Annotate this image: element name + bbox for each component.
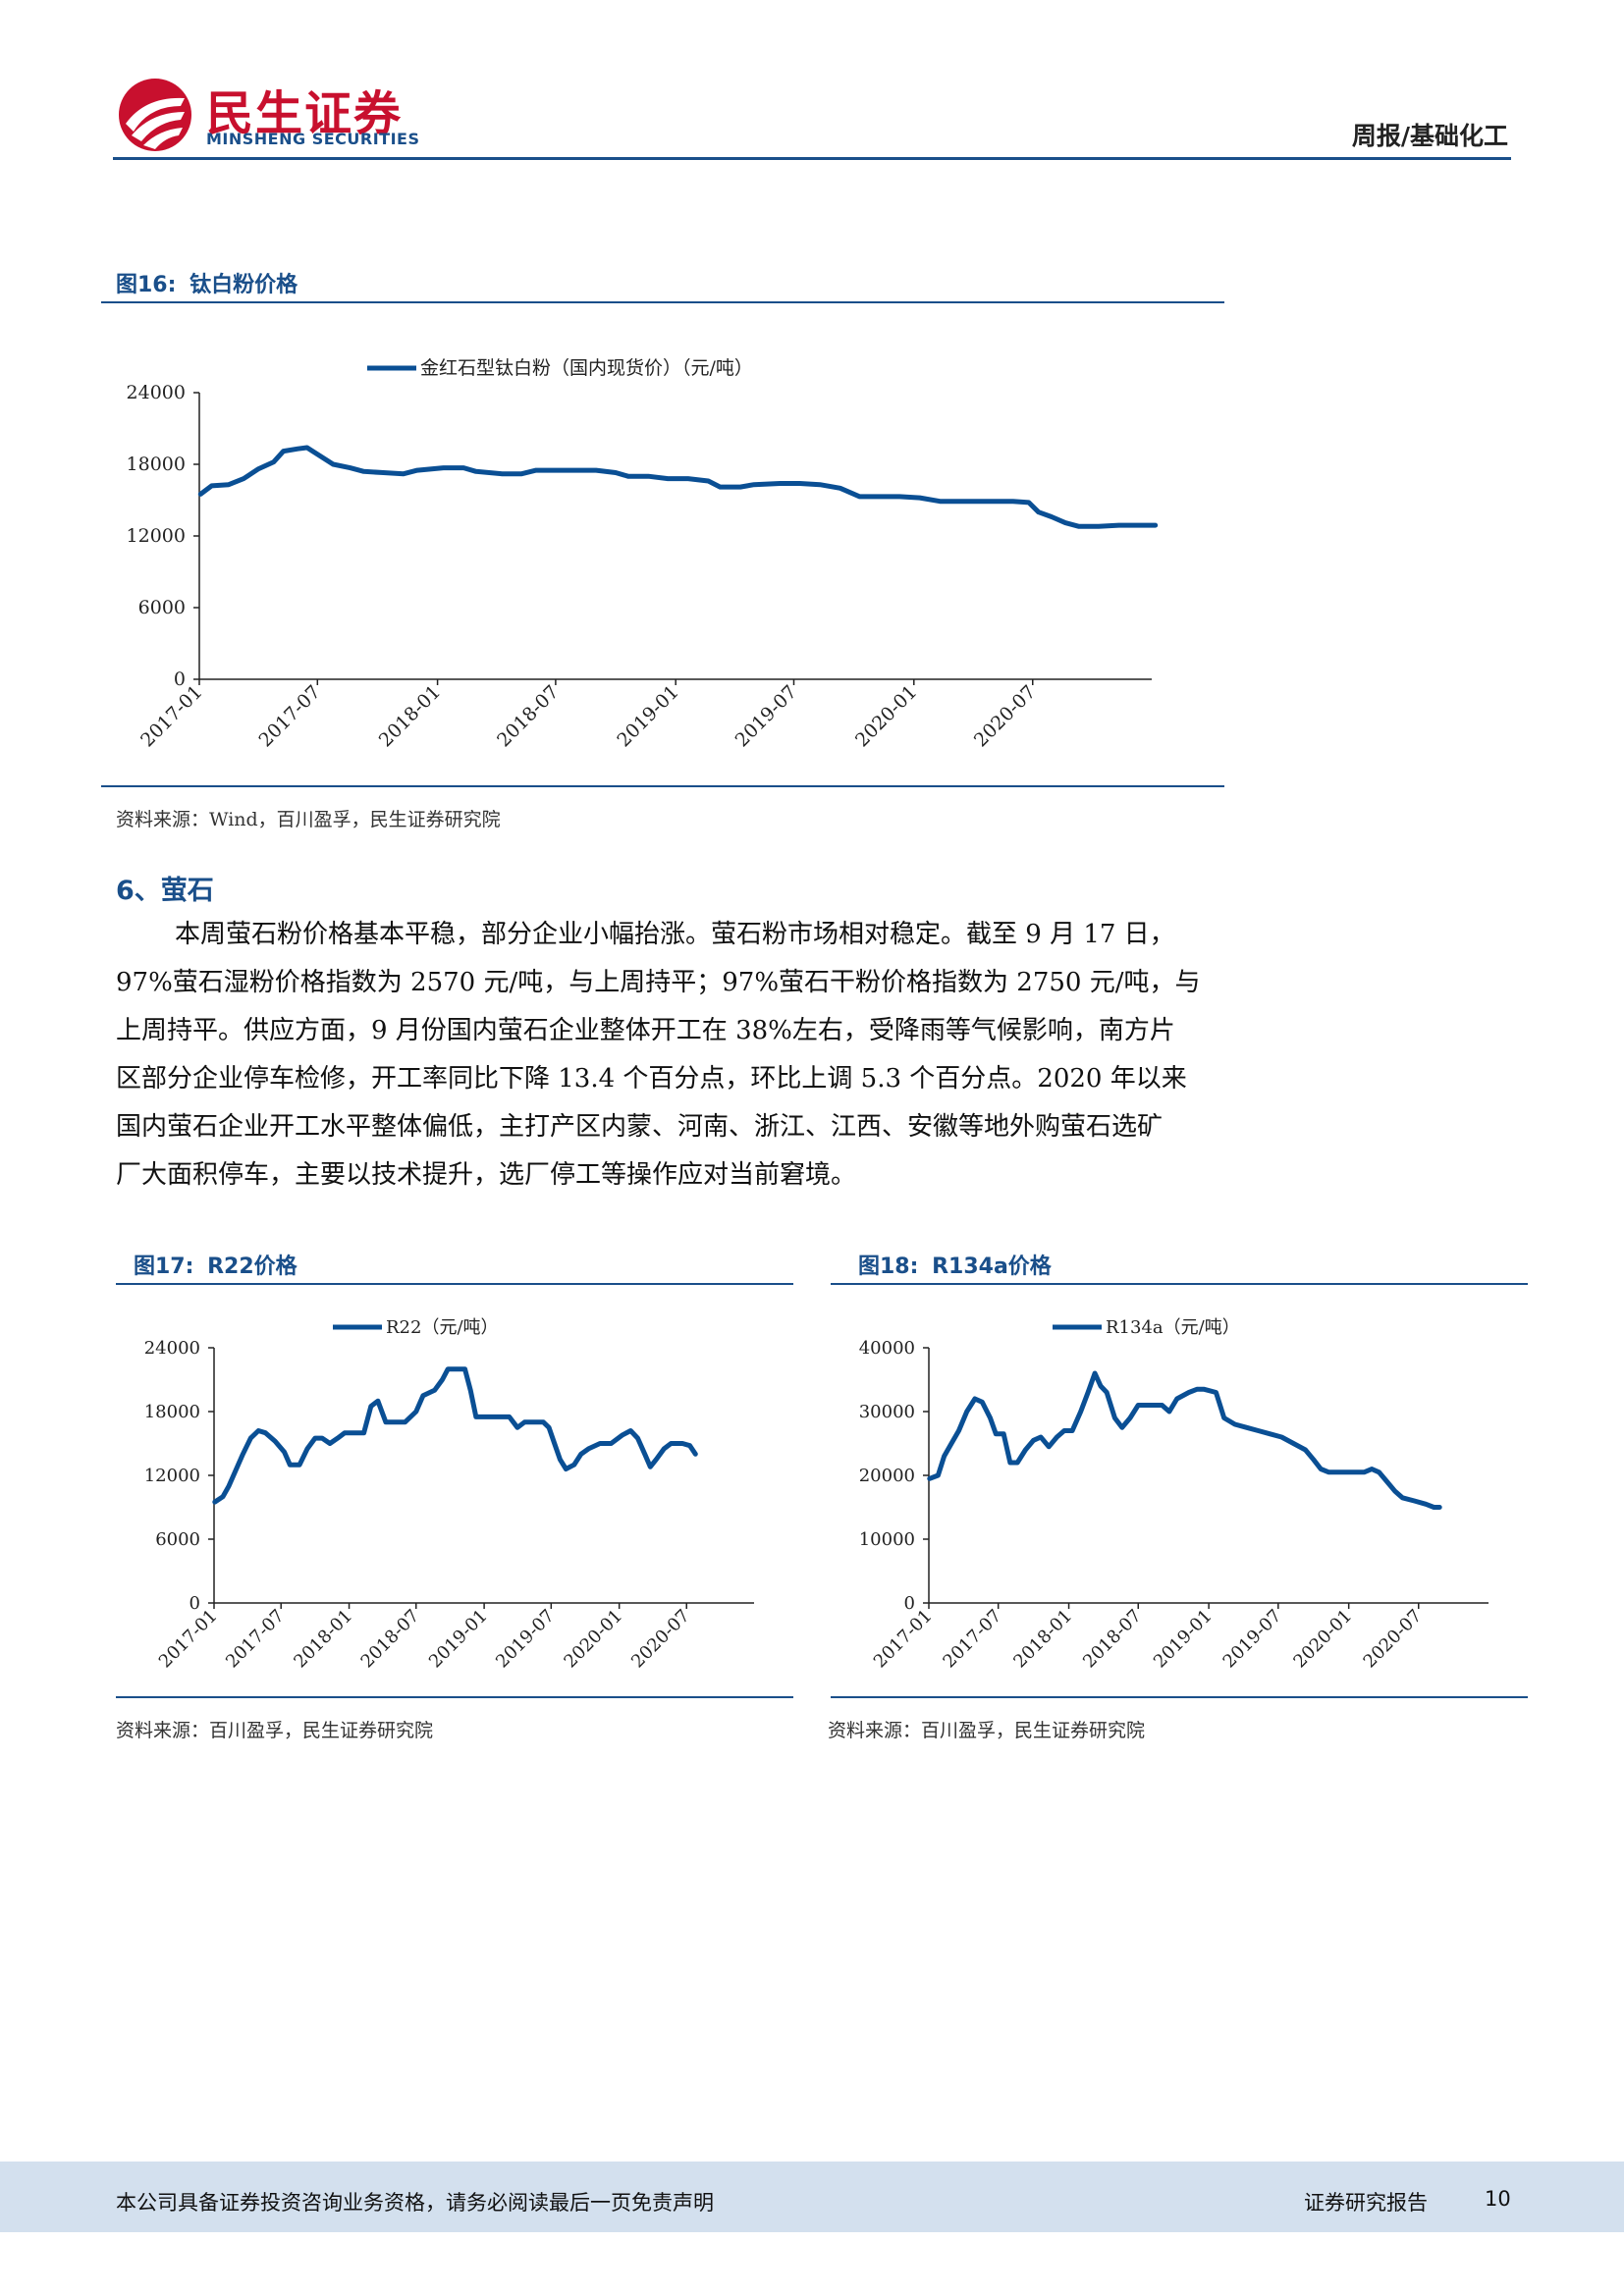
paragraph-line: 区部分企业停车检修，开工率同比下降 13.4 个百分点，环比上调 5.3 个百分…: [116, 1064, 1187, 1094]
y-tick-label: 0: [189, 1593, 200, 1614]
figure-16-top-rule: [101, 301, 1224, 303]
x-tick-label: 2017-01: [155, 1606, 222, 1673]
figure-18-top-rule: [831, 1283, 1528, 1285]
figure-17-name: R22价格: [207, 1255, 298, 1279]
paragraph-line: 97%萤石湿粉价格指数为 2570 元/吨，与上周持平；97%萤石干粉价格指数为…: [116, 968, 1201, 997]
figure-16-name: 钛白粉价格: [189, 273, 298, 297]
y-tick-label: 20000: [859, 1466, 915, 1486]
x-tick-label: 2018-01: [1009, 1606, 1076, 1673]
figure-17-title: 图17: R22价格: [134, 1249, 298, 1280]
header-divider: [113, 157, 1511, 160]
y-tick-label: 30000: [859, 1402, 915, 1422]
x-tick-label: 2018-01: [290, 1606, 356, 1673]
x-tick-label: 2018-07: [357, 1606, 424, 1673]
y-tick-label: 18000: [144, 1402, 200, 1422]
x-tick-label: 2017-07: [939, 1606, 1005, 1673]
x-tick-label: 2019-07: [1219, 1606, 1286, 1673]
y-tick-label: 0: [904, 1593, 915, 1614]
page-number: 10: [1485, 2187, 1511, 2211]
x-tick-label: 2020-01: [1289, 1606, 1356, 1673]
y-tick-label: 18000: [127, 454, 186, 475]
x-tick-label: 2017-01: [136, 681, 206, 751]
figure-16-source: 资料来源：Wind，百川盈孚，民生证券研究院: [116, 809, 501, 830]
x-tick-label: 2019-07: [731, 681, 801, 751]
y-tick-label: 0: [174, 668, 186, 690]
x-tick-label: 2018-07: [493, 681, 563, 751]
x-tick-label: 2017-07: [254, 681, 324, 751]
x-tick-label: 2018-07: [1079, 1606, 1146, 1673]
y-tick-label: 24000: [144, 1338, 200, 1359]
figure-16-title: 图16: 钛白粉价格: [116, 267, 298, 298]
section-heading: 6、萤石: [116, 876, 214, 906]
x-tick-label: 2020-01: [560, 1606, 626, 1673]
y-tick-label: 10000: [859, 1529, 915, 1550]
legend-label: R22（元/吨）: [386, 1317, 499, 1338]
x-tick-label: 2019-07: [492, 1606, 559, 1673]
logo-mark: [116, 77, 194, 153]
footer-disclaimer: 本公司具备证券投资咨询业务资格，请务必阅读最后一页免责声明: [116, 2191, 714, 2215]
y-tick-label: 24000: [127, 382, 186, 403]
figure-17-chart: 0 6000 12000 18000 24000 2017-01 2017-07 2018-0…: [116, 1306, 793, 1702]
series-line: [197, 445, 1159, 529]
paragraph-line: 国内萤石企业开工水平整体偏低，主打产区内蒙、河南、浙江、江西、安徽等地外购萤石选…: [116, 1112, 1164, 1142]
figure-18-label: 图18:: [858, 1255, 919, 1279]
footer-band: [0, 2162, 1624, 2232]
y-tick-label: 12000: [127, 525, 186, 547]
paragraph-line: 厂大面积停车，主要以技术提升，选厂停工等操作应对当前窘境。: [116, 1160, 857, 1190]
x-tick-label: 2019-01: [613, 681, 682, 751]
x-tick-label: 2020-07: [1360, 1606, 1427, 1673]
x-tick-label: 2020-07: [627, 1606, 694, 1673]
legend-label: 金红石型钛白粉（国内现货价）（元/吨）: [420, 357, 753, 379]
figure-16-label: 图16:: [116, 273, 177, 297]
y-tick-label: 40000: [859, 1338, 915, 1359]
x-tick-label: 2017-07: [222, 1606, 289, 1673]
figure-18-chart: 0 10000 20000 30000 40000 2017-01 2017-07 2018-…: [831, 1306, 1528, 1702]
figure-18-name: R134a价格: [932, 1255, 1052, 1279]
paragraph-line: 本周萤石粉价格基本平稳，部分企业小幅抬涨。萤石粉市场相对稳定。截至 9 月 17…: [175, 920, 1175, 949]
figure-17-label: 图17:: [134, 1255, 194, 1279]
y-tick-label: 12000: [144, 1466, 200, 1486]
footer-report-type: 证券研究报告: [1304, 2191, 1428, 2215]
figure-18-bottom-rule: [831, 1696, 1528, 1698]
figure-16-bottom-rule: [101, 785, 1224, 787]
figure-17-bottom-rule: [116, 1696, 793, 1698]
series-line: [927, 1370, 1442, 1510]
logo-text-cn: 民生证券: [206, 86, 404, 141]
report-category: 周报/基础化工: [1351, 122, 1508, 150]
figure-16-chart: 0 6000 12000 18000 24000 2017-01 2017-07 2018-0…: [101, 334, 1224, 779]
logo-text-en: MINSHENG SECURITIES: [206, 130, 420, 148]
x-tick-label: 2019-01: [425, 1606, 492, 1673]
series-line: [212, 1366, 698, 1505]
minsheng-logo-icon: [119, 79, 191, 151]
x-tick-label: 2020-07: [970, 681, 1040, 751]
figure-18-source: 资料来源：百川盈孚，民生证券研究院: [828, 1720, 1146, 1741]
x-tick-label: 2020-01: [851, 681, 921, 751]
legend-label: R134a（元/吨）: [1106, 1317, 1240, 1338]
figure-17-source: 资料来源：百川盈孚，民生证券研究院: [116, 1720, 434, 1741]
x-tick-label: 2018-01: [375, 681, 445, 751]
figure-17-top-rule: [116, 1283, 793, 1285]
titanium-dioxide-price-chart: 0 6000 12000 18000 24000 2017-01 2017-07 2018-0…: [127, 357, 1159, 751]
figure-18-title: 图18: R134a价格: [858, 1249, 1052, 1280]
section-paragraph: 本周萤石粉价格基本平稳，部分企业小幅抬涨。萤石粉市场相对稳定。截至 9 月 17…: [116, 911, 1235, 1200]
y-tick-label: 6000: [138, 597, 186, 618]
paragraph-line: 上周持平。供应方面，9 月份国内萤石企业整体开工在 38%左右，受降雨等气候影响…: [116, 1016, 1175, 1045]
x-tick-label: 2017-01: [870, 1606, 937, 1673]
y-tick-label: 6000: [155, 1529, 200, 1550]
x-tick-label: 2019-01: [1150, 1606, 1217, 1673]
